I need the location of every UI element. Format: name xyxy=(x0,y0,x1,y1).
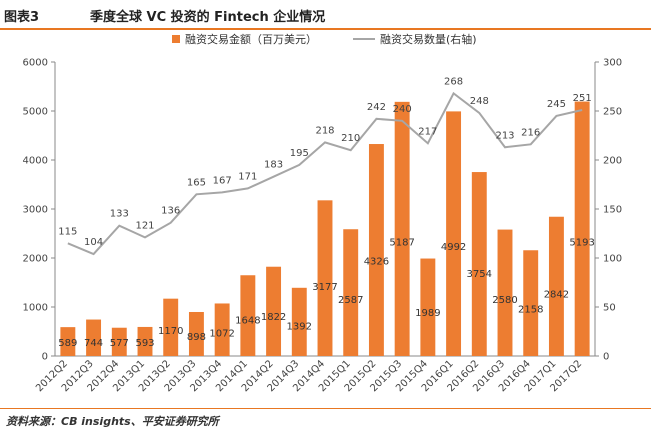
left-tick-label: 2000 xyxy=(23,254,48,265)
line-value-label: 104 xyxy=(84,237,103,248)
bar-value-label: 744 xyxy=(84,338,103,349)
bar xyxy=(574,101,590,356)
bar-value-label: 2158 xyxy=(518,304,543,315)
line-value-label: 251 xyxy=(573,93,592,104)
source-note: 资料来源：CB insights、平安证券研究所 xyxy=(6,415,219,428)
bar xyxy=(163,298,179,356)
bar-value-label: 4992 xyxy=(441,242,466,253)
line-value-label: 240 xyxy=(393,104,412,115)
bar-value-label: 2842 xyxy=(544,289,569,300)
figure-number: 图表3 xyxy=(4,10,40,25)
bar-value-label: 3177 xyxy=(312,282,337,293)
left-tick-label: 1000 xyxy=(23,303,48,314)
line-value-label: 217 xyxy=(418,126,437,137)
bar-value-label: 1989 xyxy=(415,308,440,319)
bar xyxy=(214,303,230,356)
bar xyxy=(188,311,204,356)
bar xyxy=(86,319,102,356)
bar-value-label: 5187 xyxy=(389,238,414,249)
legend-line-label: 融资交易数量(右轴) xyxy=(380,32,477,46)
line-value-label: 167 xyxy=(213,175,232,186)
bar xyxy=(137,326,153,356)
legend-bar-swatch xyxy=(172,35,180,43)
bar xyxy=(60,327,76,356)
right-tick-label: 50 xyxy=(603,303,616,314)
bar-value-label: 593 xyxy=(135,338,154,349)
line-value-label: 210 xyxy=(341,133,360,144)
bar xyxy=(523,250,539,356)
combo-chart: 融资交易金额（百万美元） 融资交易数量(右轴)010002000300040005… xyxy=(23,32,623,394)
line-value-label: 245 xyxy=(547,99,566,110)
line-value-label: 133 xyxy=(110,209,129,220)
bar xyxy=(240,275,256,356)
bar-value-label: 2580 xyxy=(492,295,517,306)
bar xyxy=(446,111,462,356)
bar-value-label: 4326 xyxy=(364,257,389,268)
bar-value-label: 1648 xyxy=(235,316,260,327)
right-tick-label: 0 xyxy=(603,352,609,363)
left-tick-label: 0 xyxy=(42,352,48,363)
bar xyxy=(266,266,282,356)
line-value-label: 216 xyxy=(521,127,540,138)
left-tick-label: 4000 xyxy=(23,156,48,167)
right-tick-label: 100 xyxy=(603,254,622,265)
bar-value-label: 589 xyxy=(58,338,77,349)
legend-bar-label: 融资交易金额（百万美元） xyxy=(185,32,317,46)
bar xyxy=(471,172,487,356)
right-tick-label: 150 xyxy=(603,205,622,216)
bar xyxy=(368,144,384,356)
bottom-rule xyxy=(0,408,651,409)
bar xyxy=(420,258,436,356)
bar xyxy=(343,229,359,356)
line-value-label: 248 xyxy=(470,96,489,107)
line-value-label: 242 xyxy=(367,102,386,113)
line-value-label: 195 xyxy=(290,148,309,159)
bar-value-label: 1822 xyxy=(261,312,286,323)
line-value-label: 213 xyxy=(495,130,514,141)
bar xyxy=(548,216,564,356)
bar xyxy=(111,327,127,356)
line-value-label: 171 xyxy=(238,171,257,182)
left-tick-label: 3000 xyxy=(23,205,48,216)
bar-value-label: 1392 xyxy=(287,321,312,332)
line-value-label: 115 xyxy=(58,226,77,237)
bar-value-label: 577 xyxy=(110,338,129,349)
bar-value-label: 5193 xyxy=(569,237,594,248)
bar-value-label: 2587 xyxy=(338,295,363,306)
right-tick-label: 300 xyxy=(603,58,622,69)
line-value-label: 136 xyxy=(161,206,180,217)
line-value-label: 165 xyxy=(187,177,206,188)
top-rule xyxy=(0,28,651,30)
line-value-label: 268 xyxy=(444,76,463,87)
line-value-label: 218 xyxy=(315,125,334,136)
bar xyxy=(497,229,513,356)
left-tick-label: 5000 xyxy=(23,107,48,118)
bar xyxy=(394,101,410,356)
line-value-label: 183 xyxy=(264,160,283,171)
line-value-label: 121 xyxy=(135,220,154,231)
right-tick-label: 200 xyxy=(603,156,622,167)
bar-value-label: 898 xyxy=(187,332,206,343)
bar-value-label: 3754 xyxy=(467,269,492,280)
bar-value-label: 1170 xyxy=(158,326,183,337)
right-tick-label: 250 xyxy=(603,107,622,118)
chart-title: 季度全球 VC 投资的 Fintech 企业情况 xyxy=(90,10,326,25)
bar-value-label: 1072 xyxy=(209,328,234,339)
bar xyxy=(291,287,307,356)
line-series xyxy=(67,91,583,256)
left-tick-label: 6000 xyxy=(23,58,48,69)
title-row: 图表3 季度全球 VC 投资的 Fintech 企业情况 xyxy=(0,0,651,30)
bar xyxy=(317,200,333,356)
